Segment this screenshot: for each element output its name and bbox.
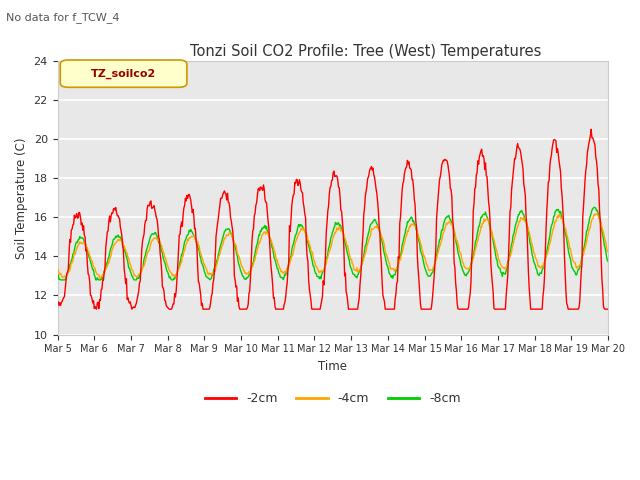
Text: No data for f_TCW_4: No data for f_TCW_4 [6,12,120,23]
Title: Tonzi Soil CO2 Profile: Tree (West) Temperatures: Tonzi Soil CO2 Profile: Tree (West) Temp… [190,44,541,59]
X-axis label: Time: Time [318,360,348,373]
Y-axis label: Soil Temperature (C): Soil Temperature (C) [15,137,28,259]
Legend: -2cm, -4cm, -8cm: -2cm, -4cm, -8cm [200,387,466,410]
FancyBboxPatch shape [60,60,187,87]
Text: TZ_soilco2: TZ_soilco2 [91,69,156,79]
